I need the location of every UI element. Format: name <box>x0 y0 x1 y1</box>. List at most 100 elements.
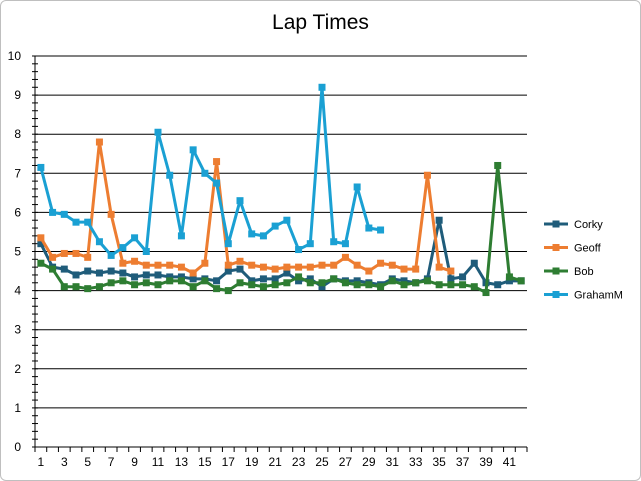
data-point <box>259 263 267 271</box>
data-point <box>37 240 45 248</box>
data-point <box>470 259 478 267</box>
x-tick-label: 41 <box>503 455 517 469</box>
legend-entry-geoff: Geoff <box>544 243 602 255</box>
data-point <box>236 265 244 273</box>
data-point <box>49 208 57 216</box>
data-point <box>166 261 174 269</box>
data-point <box>213 179 221 187</box>
x-tick-label: 21 <box>268 455 282 469</box>
series-line <box>39 85 381 257</box>
data-point <box>341 240 349 248</box>
data-point <box>166 277 174 285</box>
data-point <box>49 265 57 273</box>
data-point <box>517 277 525 285</box>
data-point <box>201 277 209 285</box>
x-tick-label: 13 <box>175 455 189 469</box>
data-point <box>72 218 80 226</box>
data-point <box>119 259 127 267</box>
data-point <box>283 216 291 224</box>
data-point <box>84 285 92 293</box>
data-point <box>248 281 256 289</box>
data-point <box>142 261 150 269</box>
data-point <box>224 261 232 269</box>
data-point <box>295 277 303 285</box>
x-tick-label: 19 <box>245 455 259 469</box>
data-point <box>435 263 443 271</box>
data-point <box>353 277 361 285</box>
x-tick-label: 7 <box>108 455 115 469</box>
y-tick-label: 7 <box>14 166 21 180</box>
legend-entry-corky: Corky <box>544 219 603 231</box>
y-tick-label: 5 <box>14 245 21 259</box>
data-point <box>306 279 314 287</box>
x-tick-label: 15 <box>198 455 212 469</box>
data-point <box>49 253 57 261</box>
data-point <box>377 226 385 234</box>
data-point <box>423 277 431 285</box>
data-point <box>84 218 92 226</box>
data-point <box>84 253 92 261</box>
data-point <box>283 263 291 271</box>
legend-swatch-marker <box>552 244 560 251</box>
data-point <box>154 271 162 279</box>
data-point <box>107 251 115 259</box>
data-point <box>470 283 478 291</box>
x-tick-label: 37 <box>456 455 470 469</box>
data-point <box>213 277 221 285</box>
legend-swatch-marker <box>552 291 560 298</box>
data-point <box>459 273 467 281</box>
data-point <box>72 283 80 291</box>
data-point <box>72 249 80 257</box>
chart-title: Lap Times <box>272 11 369 34</box>
x-tick-label: 9 <box>131 455 138 469</box>
series-line <box>39 140 452 275</box>
data-point <box>189 283 197 291</box>
x-tick-label: 29 <box>362 455 376 469</box>
data-point <box>353 281 361 289</box>
data-point <box>177 273 185 281</box>
x-tick-label: 23 <box>292 455 306 469</box>
series-corky <box>37 216 525 291</box>
data-point <box>213 158 221 166</box>
data-point <box>213 285 221 293</box>
data-point <box>60 283 68 291</box>
legend-label: Geoff <box>574 243 602 255</box>
data-point <box>318 283 326 291</box>
y-tick-label: 1 <box>14 401 21 415</box>
data-point <box>154 261 162 269</box>
data-point <box>177 263 185 271</box>
x-tick-label: 1 <box>38 455 45 469</box>
data-point <box>412 265 420 273</box>
data-point <box>201 259 209 267</box>
x-tick-label: 11 <box>152 455 165 469</box>
legend-entry-grahamm: GrahamM <box>544 290 623 302</box>
data-point <box>271 281 279 289</box>
x-tick-label: 25 <box>315 455 329 469</box>
data-point <box>435 216 443 224</box>
data-point <box>353 261 361 269</box>
data-point <box>236 197 244 205</box>
data-point <box>494 281 502 289</box>
data-point <box>353 183 361 191</box>
data-point <box>119 269 127 277</box>
y-tick-label: 6 <box>14 205 21 219</box>
x-tick-label: 39 <box>479 455 493 469</box>
data-point <box>166 171 174 179</box>
data-point <box>189 269 197 277</box>
data-point <box>224 240 232 248</box>
series-geoff <box>37 138 455 277</box>
data-point <box>283 279 291 287</box>
data-point <box>166 273 174 281</box>
data-point <box>341 253 349 261</box>
data-point <box>505 273 513 281</box>
data-point <box>154 281 162 289</box>
data-point <box>259 232 267 240</box>
data-point <box>189 275 197 283</box>
legend-swatch-marker <box>552 267 560 275</box>
data-point <box>330 275 338 283</box>
data-point <box>154 128 162 136</box>
data-point <box>84 267 92 275</box>
data-point <box>60 210 68 218</box>
